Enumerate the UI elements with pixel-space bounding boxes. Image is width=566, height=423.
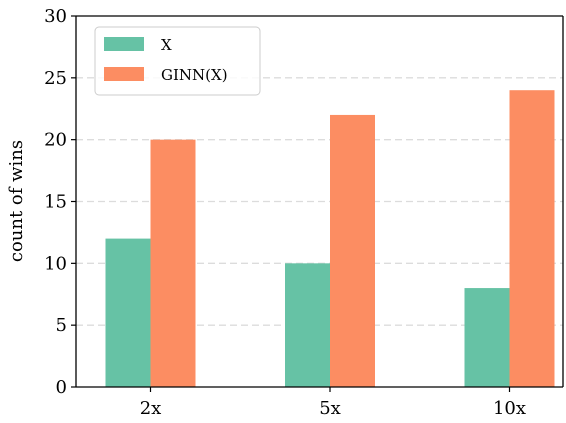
legend-label: X [161,36,172,54]
legend: X GINN(X) [94,26,261,96]
y-tick-label: 30 [44,6,67,27]
y-tick-label: 5 [56,315,67,336]
y-tick-label: 10 [44,253,67,274]
y-tick-label: 0 [56,377,67,398]
bar-x-5x [285,263,330,387]
bar-x-2x [105,238,151,387]
x-tick-label: 10x [493,398,526,419]
bar-x-10x [464,288,510,387]
ticks: 0 5 10 15 20 25 30 2x 5x 10x [44,6,526,419]
y-axis-label: count of wins [6,140,27,262]
legend-swatch [104,67,144,81]
y-tick-label: 25 [44,68,67,89]
bar-ginn-x-2x [150,139,196,387]
y-tick-label: 20 [44,130,67,151]
bar-ginn-x-5x [330,114,375,387]
bars [105,90,555,387]
legend-swatch [104,37,144,51]
x-tick-label: 5x [319,398,341,419]
legend-label: GINN(X) [161,66,228,84]
bar-ginn-x-10x [509,90,555,387]
x-tick-label: 2x [140,398,162,419]
y-tick-label: 15 [44,192,67,213]
